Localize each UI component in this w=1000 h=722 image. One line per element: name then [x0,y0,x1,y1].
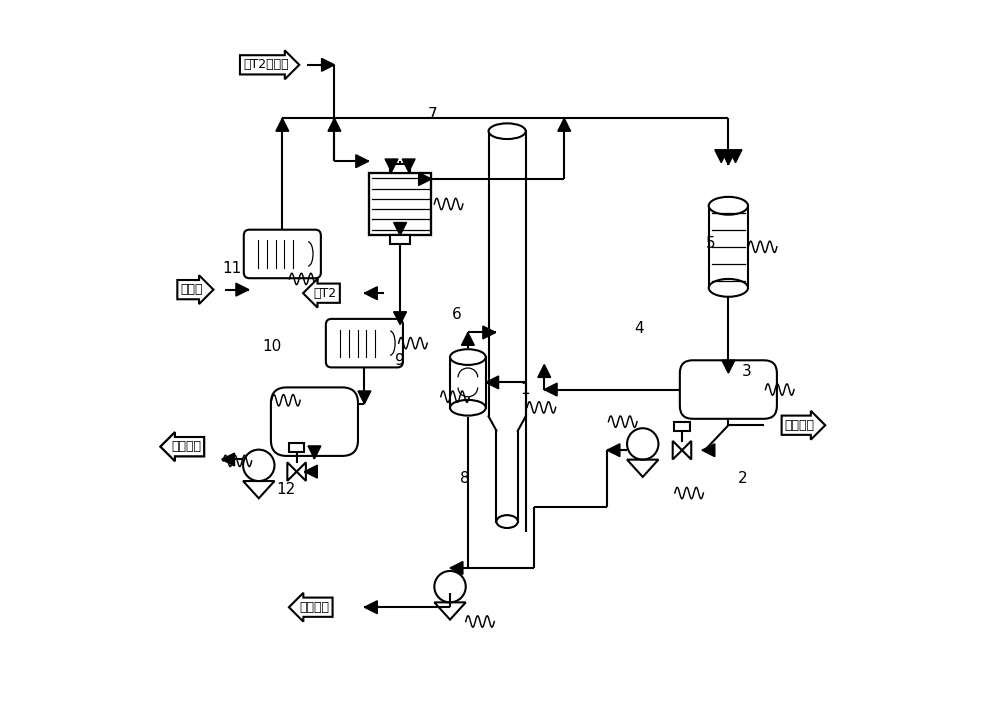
Ellipse shape [450,400,486,416]
Text: 8: 8 [460,471,469,486]
Text: 7: 7 [427,108,437,122]
Ellipse shape [496,516,518,528]
Bar [674,422,690,431]
Polygon shape [385,159,398,172]
Polygon shape [722,360,735,373]
Bar [390,164,410,173]
Polygon shape [364,287,377,300]
Polygon shape [222,453,235,466]
Polygon shape [394,222,407,235]
Bar [289,443,304,453]
FancyBboxPatch shape [271,388,358,456]
Text: 9: 9 [395,354,405,368]
Polygon shape [544,383,557,396]
Polygon shape [308,446,321,458]
Polygon shape [358,391,371,404]
Polygon shape [364,601,377,614]
Text: 1: 1 [520,382,530,397]
Polygon shape [729,149,742,162]
Text: 冷进料: 冷进料 [180,283,203,296]
Text: 2: 2 [738,471,747,486]
FancyBboxPatch shape [244,230,321,278]
Text: 去产品罐: 去产品罐 [171,440,201,453]
Polygon shape [356,155,369,168]
Polygon shape [236,283,249,296]
Polygon shape [538,365,551,378]
Ellipse shape [450,349,486,365]
Text: 4: 4 [634,321,644,336]
Text: 5: 5 [706,236,715,251]
FancyBboxPatch shape [680,360,777,419]
Text: 去产品罐: 去产品罐 [785,419,815,432]
Polygon shape [702,444,715,456]
Polygon shape [328,118,341,131]
Polygon shape [419,173,431,186]
Text: 去T2: 去T2 [314,287,337,300]
Bar [369,173,431,235]
Text: 去产品罐: 去产品罐 [299,601,329,614]
FancyBboxPatch shape [326,319,403,367]
Polygon shape [402,159,415,172]
Text: 12: 12 [276,482,296,497]
Polygon shape [483,326,496,339]
Polygon shape [322,58,334,71]
Ellipse shape [489,123,526,139]
Polygon shape [276,118,289,131]
Polygon shape [450,562,463,575]
Text: 11: 11 [223,261,242,276]
Text: 自T2塔顶来: 自T2塔顶来 [243,58,289,71]
Polygon shape [715,149,728,162]
Ellipse shape [709,279,748,297]
Polygon shape [607,444,620,456]
Text: 去产品罐: 去产品罐 [171,440,201,453]
Polygon shape [558,118,571,131]
Polygon shape [461,332,474,345]
Text: 3: 3 [741,364,751,379]
Polygon shape [394,312,407,325]
Polygon shape [722,152,735,165]
Text: 10: 10 [262,339,281,355]
Polygon shape [486,376,499,389]
Ellipse shape [709,197,748,214]
Bar [390,235,410,244]
Text: 6: 6 [452,307,462,322]
Polygon shape [304,465,317,478]
